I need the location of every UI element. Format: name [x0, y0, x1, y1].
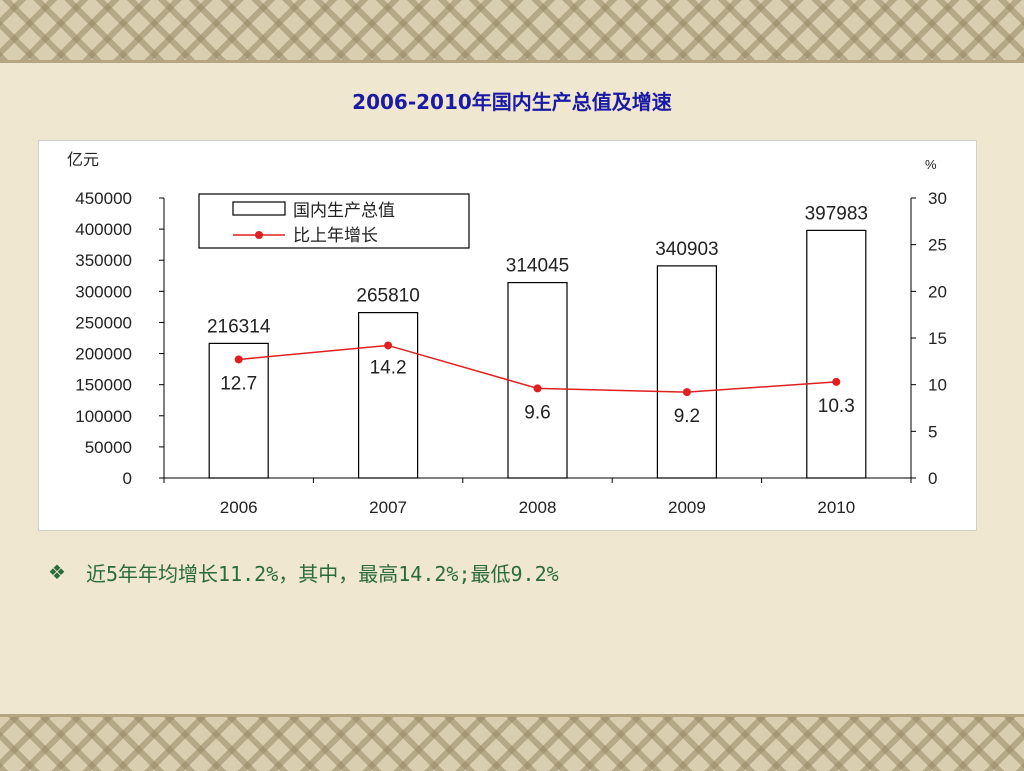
x-tick-label: 2010 [817, 498, 855, 517]
bar-2008 [507, 281, 568, 479]
right-tick-label: 5 [928, 422, 937, 441]
left-axis-unit: 亿元 [67, 151, 99, 169]
chart-panel: 216314 265810 314045 340903 397983 450000 400… [38, 140, 977, 531]
bar-2010 [806, 229, 867, 479]
growth-point [832, 377, 841, 386]
legend-point-swatch [255, 231, 263, 239]
left-tick-label: 400000 [75, 220, 132, 239]
bar-2007 [358, 312, 419, 479]
right-tick-label: 30 [928, 189, 947, 208]
bar-value-label: 265810 [356, 286, 419, 307]
top-decorative-border [0, 0, 1024, 63]
growth-value-label: 9.2 [674, 406, 700, 427]
right-tick-label: 20 [928, 282, 947, 301]
growth-value-label: 12.7 [220, 373, 257, 394]
x-tick-label: 2006 [220, 498, 258, 517]
left-tick-label: 350000 [75, 251, 132, 270]
left-tick-label: 250000 [75, 313, 132, 332]
line-layer: 12.7 14.2 9.6 9.2 10.3 [220, 341, 855, 427]
bar-value-label: 397983 [805, 203, 868, 224]
bullet-diamond-icon: ❖ [48, 560, 66, 584]
growth-point [234, 355, 243, 364]
bottom-decorative-border [0, 714, 1024, 771]
axis-layer: 4500004000003500003000002500002000001500… [67, 151, 947, 517]
left-tick-label: 200000 [75, 345, 132, 364]
left-tick-label: 100000 [75, 407, 132, 426]
summary-text: 近5年年均增长11.2%，其中，最高14.2%;最低9.2% [86, 562, 559, 586]
bar-2006 [208, 342, 269, 479]
bar-value-label: 216314 [207, 316, 271, 337]
x-tick-label: 2008 [519, 498, 557, 517]
page-title: 2006-2010年国内生产总值及增速 [352, 90, 672, 114]
growth-value-label: 14.2 [370, 357, 407, 378]
x-tick-label: 2007 [369, 498, 407, 517]
left-tick-label: 300000 [75, 282, 132, 301]
x-tick-label: 2009 [668, 498, 706, 517]
right-tick-label: 15 [928, 329, 947, 348]
bar-2009 [656, 265, 718, 479]
left-tick-label: 50000 [85, 438, 132, 457]
right-axis-unit: % [925, 157, 937, 172]
right-tick-label: 10 [928, 376, 947, 395]
legend-label-gdp: 国内生产总值 [293, 201, 395, 220]
left-tick-label: 0 [123, 469, 132, 488]
bar-value-label: 314045 [506, 256, 569, 277]
right-tick-label: 0 [928, 469, 937, 488]
legend-bar-swatch [232, 201, 286, 216]
growth-value-label: 9.6 [524, 402, 550, 423]
right-tick-label: 25 [928, 236, 947, 255]
growth-point [682, 388, 691, 397]
growth-value-label: 10.3 [818, 396, 855, 417]
growth-point [384, 341, 393, 350]
left-tick-label: 150000 [75, 376, 132, 395]
bar-value-label: 340903 [655, 239, 718, 260]
bars-layer: 216314 265810 314045 340903 397983 [207, 203, 868, 479]
gdp-growth-chart: 216314 265810 314045 340903 397983 450000 400… [67, 151, 947, 517]
left-tick-label: 450000 [75, 189, 132, 208]
legend-label-growth: 比上年增长 [293, 226, 378, 245]
growth-point [533, 384, 542, 393]
